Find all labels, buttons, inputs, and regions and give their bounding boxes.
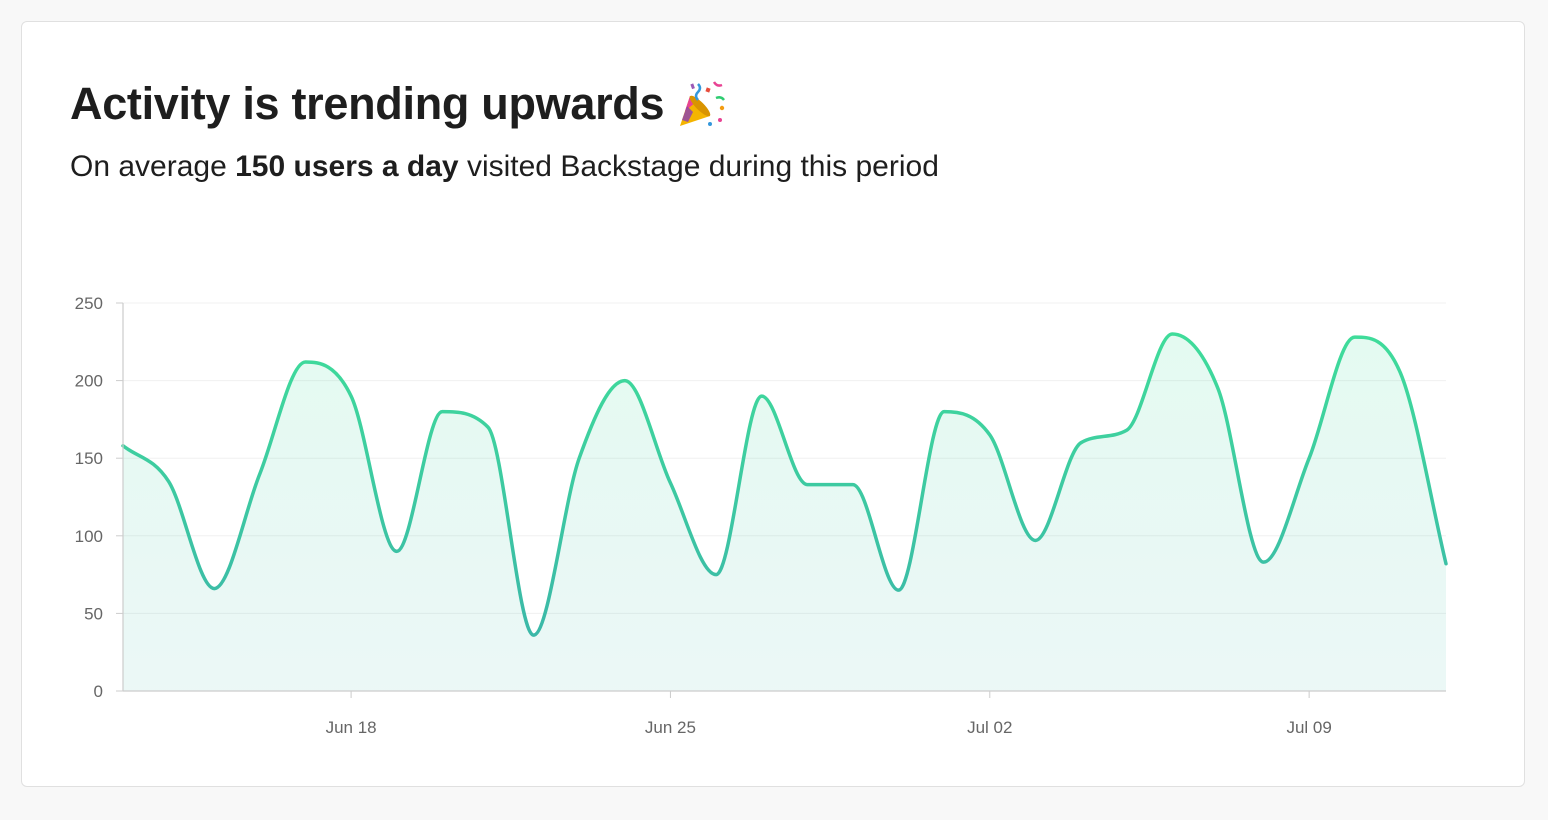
data-point bbox=[804, 482, 810, 488]
data-point bbox=[1169, 331, 1175, 337]
data-point bbox=[1397, 370, 1403, 376]
data-point bbox=[987, 432, 993, 438]
data-point bbox=[1032, 537, 1038, 543]
data-point bbox=[120, 443, 126, 449]
series-line bbox=[121, 332, 1448, 637]
data-point bbox=[1215, 385, 1221, 391]
data-point bbox=[348, 393, 354, 399]
party-popper-icon bbox=[680, 81, 726, 126]
data-point bbox=[302, 359, 308, 365]
subtitle-suffix: visited Backstage during this period bbox=[458, 150, 939, 183]
card-title-text: Activity is trending upwards bbox=[70, 78, 665, 129]
y-tick-label: 200 bbox=[75, 372, 103, 391]
area-fill bbox=[123, 334, 1446, 691]
x-tick-label: Jul 09 bbox=[1286, 718, 1331, 737]
x-tick-label: Jun 18 bbox=[326, 718, 377, 737]
data-point bbox=[576, 455, 582, 461]
data-point bbox=[1352, 334, 1358, 340]
data-point bbox=[1306, 455, 1312, 461]
data-point bbox=[485, 424, 491, 430]
card-title: Activity is trending upwards bbox=[70, 78, 728, 130]
data-point bbox=[166, 478, 172, 484]
data-point bbox=[439, 409, 445, 415]
y-tick-label: 250 bbox=[75, 294, 103, 313]
x-tick-label: Jun 25 bbox=[645, 718, 696, 737]
data-point bbox=[257, 471, 263, 477]
data-point bbox=[1078, 440, 1084, 446]
data-point bbox=[713, 572, 719, 578]
data-point bbox=[850, 482, 856, 488]
y-tick-label: 150 bbox=[75, 449, 103, 468]
chart-axes: 0 50 100 150 200 250 Jun 18 Jun 25 Jul 02 Jul 09 bbox=[75, 294, 1446, 737]
data-point bbox=[394, 548, 400, 554]
subtitle-prefix: On average bbox=[70, 150, 236, 183]
data-point bbox=[1261, 559, 1267, 565]
x-tick-label: Jul 02 bbox=[967, 718, 1012, 737]
data-point bbox=[941, 409, 947, 415]
data-point bbox=[211, 586, 217, 592]
y-tick-label: 100 bbox=[75, 527, 103, 546]
data-point bbox=[1124, 427, 1130, 433]
data-point bbox=[667, 480, 673, 486]
data-point bbox=[759, 393, 765, 399]
data-point bbox=[896, 587, 902, 593]
data-point bbox=[622, 378, 628, 384]
y-tick-label: 50 bbox=[84, 604, 103, 623]
subtitle-highlight: 150 users a day bbox=[235, 150, 459, 183]
data-point bbox=[1443, 561, 1449, 567]
card-subtitle: On average 150 users a day visited Backs… bbox=[70, 150, 939, 184]
y-tick-label: 0 bbox=[94, 682, 103, 701]
data-point bbox=[531, 632, 537, 638]
